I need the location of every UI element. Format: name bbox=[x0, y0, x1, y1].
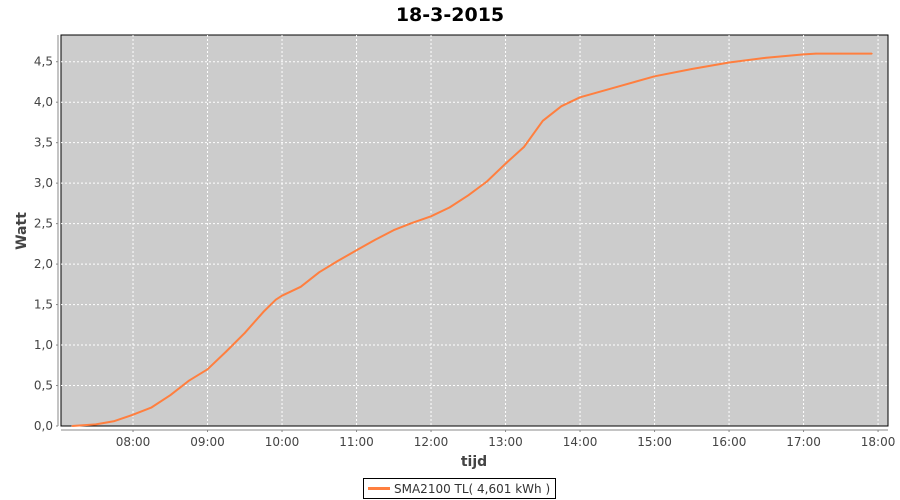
data-point bbox=[374, 239, 376, 241]
y-tick-label: 4,5 bbox=[34, 55, 53, 69]
data-point bbox=[169, 394, 172, 397]
y-tick-label: 0,5 bbox=[34, 379, 53, 393]
data-point bbox=[150, 406, 153, 409]
plot-area bbox=[60, 34, 889, 427]
data-point bbox=[504, 162, 507, 165]
series-line bbox=[72, 52, 872, 427]
data-point bbox=[802, 53, 805, 56]
data-point bbox=[337, 260, 339, 262]
y-tick-label: 3,5 bbox=[34, 136, 53, 150]
data-point bbox=[523, 145, 525, 148]
data-point bbox=[653, 75, 656, 78]
data-point bbox=[243, 332, 246, 334]
legend: SMA2100 TL( 4,601 kWh ) bbox=[363, 478, 557, 499]
data-point bbox=[560, 105, 563, 108]
y-tick-label: 1,0 bbox=[34, 338, 53, 352]
y-tick-label: 3,0 bbox=[34, 176, 53, 190]
y-tick-label: 2,5 bbox=[34, 217, 53, 231]
data-point bbox=[486, 180, 488, 183]
data-point bbox=[728, 61, 730, 64]
data-point bbox=[318, 271, 321, 273]
x-tick-label: 12:00 bbox=[414, 435, 449, 449]
axes: 0,0 0,5 1,0 1,5 2,0 2,5 3,0 3,5 4,0 4,5 08:00 09:00… bbox=[34, 35, 895, 449]
data-point bbox=[871, 52, 873, 55]
data-point bbox=[71, 425, 73, 427]
data-point bbox=[840, 52, 842, 55]
data-point bbox=[815, 52, 817, 55]
x-tick-label: 15:00 bbox=[637, 435, 672, 449]
data-point bbox=[132, 413, 134, 416]
data-point bbox=[225, 350, 227, 353]
x-tick-label: 09:00 bbox=[190, 435, 225, 449]
x-tick-label: 10:00 bbox=[265, 435, 300, 449]
x-tick-label: 17:00 bbox=[786, 435, 821, 449]
x-tick-label: 11:00 bbox=[339, 435, 374, 449]
data-point bbox=[275, 298, 277, 301]
series-layer bbox=[71, 52, 873, 427]
x-tick-label: 16:00 bbox=[712, 435, 747, 449]
data-point bbox=[541, 120, 544, 122]
chart-title: 18-3-2015 bbox=[396, 4, 504, 26]
data-point bbox=[299, 285, 302, 288]
legend-label: SMA2100 TL( 4,601 kWh ) bbox=[394, 481, 551, 496]
data-point bbox=[616, 86, 619, 88]
data-point bbox=[281, 294, 283, 297]
data-point bbox=[765, 56, 768, 59]
y-axis-label: Watt bbox=[14, 212, 30, 250]
y-tick-label: 0,0 bbox=[34, 419, 53, 433]
gridlines bbox=[61, 35, 888, 426]
data-point bbox=[467, 194, 470, 197]
data-point bbox=[206, 368, 209, 371]
x-tick-label: 08:00 bbox=[116, 435, 151, 449]
x-tick-label: 13:00 bbox=[488, 435, 523, 449]
data-point bbox=[188, 379, 190, 382]
data-point bbox=[94, 423, 97, 426]
data-point bbox=[411, 222, 414, 224]
data-point bbox=[113, 420, 116, 422]
x-tick-label: 18:00 bbox=[861, 435, 896, 449]
data-point bbox=[392, 229, 395, 231]
data-point bbox=[691, 68, 693, 70]
y-tick-label: 1,5 bbox=[34, 298, 53, 312]
y-tick-label: 4,0 bbox=[34, 95, 53, 109]
x-tick-label: 14:00 bbox=[563, 435, 598, 449]
data-point bbox=[355, 249, 358, 252]
data-point bbox=[262, 311, 265, 313]
x-axis-label: tijd bbox=[461, 454, 487, 470]
data-point bbox=[579, 96, 581, 99]
y-tick-label: 2,0 bbox=[34, 257, 53, 271]
legend-swatch bbox=[368, 487, 390, 490]
data-point bbox=[448, 206, 451, 209]
data-point bbox=[430, 215, 432, 218]
